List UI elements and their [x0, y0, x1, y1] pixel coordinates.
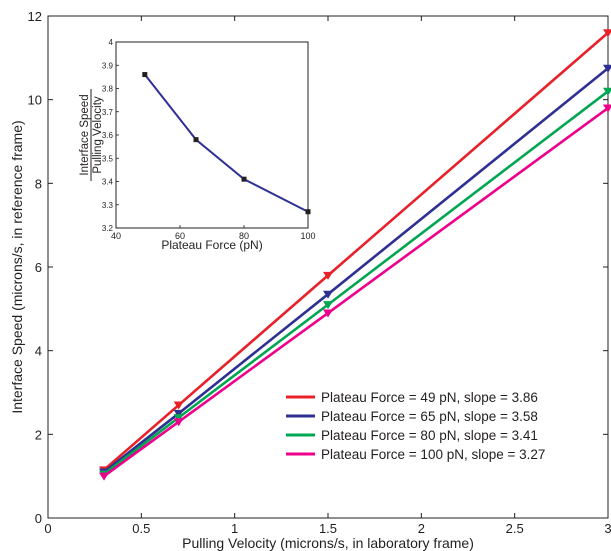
main-plot: 0 0.5 1 1.5 2 2.5 3 0 2 4 6 8 10 12 Pulling Velocity…: [9, 9, 611, 551]
main-y-tick-label: 6: [35, 260, 42, 275]
main-x-tick-label: 2: [418, 521, 425, 536]
main-x-axis-label: Pulling Velocity (microns/s, in laborato…: [182, 535, 474, 551]
inset-y-tick-label: 3.9: [102, 61, 114, 70]
main-y-tick-label: 8: [35, 176, 42, 191]
inset-plot: 40 60 80 100 3.2 3.3 3.4 3.5 3.6 3.7 3.8 3.9 4 Plat…: [79, 38, 316, 252]
main-y-tick-label: 2: [35, 427, 42, 442]
inset-plot-frame: [115, 41, 309, 229]
main-x-tick-label: 3: [604, 521, 611, 536]
inset-y-tick-label: 3.7: [102, 108, 114, 117]
legend-label: Plateau Force = 100 pN, slope = 3.27: [321, 447, 545, 462]
inset-series-marker: [241, 176, 247, 182]
series-marker: [323, 290, 333, 299]
main-y-ticks: 0 2 4 6 8 10 12: [28, 9, 608, 526]
series-marker: [323, 301, 333, 310]
main-y-tick-label: 0: [35, 511, 42, 526]
legend-label: Plateau Force = 80 pN, slope = 3.41: [321, 428, 538, 443]
inset-x-tick-label: 40: [111, 231, 121, 241]
legend-label: Plateau Force = 65 pN, slope = 3.58: [321, 409, 538, 424]
series-line: [103, 31, 609, 471]
inset-x-ticks: 40 60 80 100: [111, 225, 316, 241]
inset-series-marker: [193, 137, 199, 143]
main-x-tick-label: 2.5: [506, 521, 524, 536]
main-x-tick-label: 0: [44, 521, 51, 536]
series-marker: [173, 409, 184, 418]
main-y-axis-label: Interface Speed (microns/s, in reference…: [9, 120, 25, 413]
inset-y-label-bottom: Pulling Velocity: [92, 96, 104, 174]
series-line: [103, 67, 609, 474]
inset-x-tick-label: 80: [239, 231, 249, 241]
main-x-ticks: 0 0.5 1 1.5 2 2.5 3: [44, 16, 611, 536]
series-marker: [173, 401, 184, 410]
inset-y-tick-label: 3.2: [102, 224, 114, 233]
inset-x-tick-label: 60: [175, 231, 185, 241]
series-marker: [173, 414, 184, 423]
inset-y-tick-label: 3.3: [102, 201, 114, 210]
main-x-tick-label: 0.5: [132, 521, 150, 536]
inset-series-line: [144, 73, 309, 213]
inset-x-tick-label: 100: [300, 231, 315, 241]
inset-y-label-top: Interface Speed: [79, 94, 91, 175]
main-y-tick-label: 4: [35, 344, 42, 359]
inset-x-axis-label: Plateau Force (pN): [161, 238, 262, 252]
inset-y-tick-label: 4: [109, 38, 114, 47]
legend-label: Plateau Force = 49 pN, slope = 3.86: [321, 390, 538, 405]
inset-y-tick-label: 3.4: [102, 178, 114, 187]
series-marker: [603, 64, 611, 73]
inset-series: [142, 72, 311, 215]
series-marker: [603, 29, 611, 38]
inset-y-tick-label: 3.5: [102, 154, 114, 163]
series-marker: [323, 271, 333, 280]
series-marker: [603, 104, 611, 113]
main-series: [99, 29, 611, 481]
main-x-tick-label: 1.5: [319, 521, 337, 536]
inset-y-tick-label: 3.6: [102, 131, 114, 140]
inset-y-tick-label: 3.8: [102, 85, 114, 94]
inset-series-marker: [142, 72, 148, 78]
main-y-tick-label: 12: [28, 9, 42, 24]
series-marker: [173, 418, 184, 427]
series-marker: [99, 472, 109, 481]
series-marker: [323, 309, 333, 318]
main-y-tick-label: 10: [28, 93, 42, 108]
inset-y-ticks: 3.2 3.3 3.4 3.5 3.6 3.7 3.8 3.9 4: [102, 38, 119, 233]
legend: Plateau Force = 49 pN, slope = 3.86 Plate…: [286, 390, 545, 462]
main-x-tick-label: 1: [231, 521, 238, 536]
series-line: [103, 90, 609, 476]
series-line: [103, 106, 609, 478]
series-marker: [603, 87, 611, 96]
inset-series-marker: [305, 209, 311, 215]
